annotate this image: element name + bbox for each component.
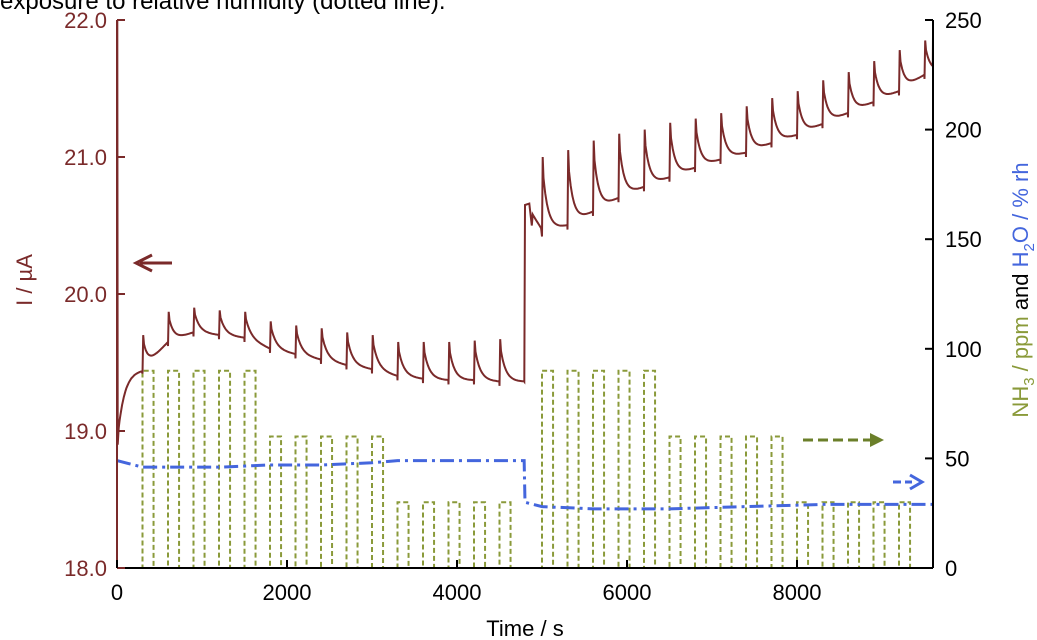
y-right-tick-label: 150 <box>945 227 982 252</box>
x-axis-label: Time / s <box>486 616 563 640</box>
arrow-right-nh3-head <box>870 433 884 447</box>
y-left-tick-label: 18.0 <box>64 556 107 581</box>
y-axis-right-label: NH3 / ppm and H2O / % rh <box>1008 162 1037 417</box>
series-h2o-line <box>116 459 933 511</box>
figure-caption: exposure to relative humidity (dotted li… <box>0 0 446 15</box>
x-tick-label: 6000 <box>603 580 652 605</box>
y-left-tick-label: 20.0 <box>64 282 107 307</box>
arrow-left-current-head <box>132 253 153 273</box>
x-tick-label: 2000 <box>263 580 312 605</box>
y-left-tick-label: 22.0 <box>64 8 107 33</box>
y-axis-left-label: I / µA <box>12 254 37 306</box>
x-tick-label: 4000 <box>433 580 482 605</box>
y-right-tick-label: 200 <box>945 118 982 143</box>
arrow-right-h2o-head <box>909 473 925 491</box>
y-left-tick-label: 19.0 <box>64 419 107 444</box>
y-right-tick-label: 50 <box>945 446 969 471</box>
y-right-tick-label: 0 <box>945 556 957 581</box>
x-tick-label: 0 <box>111 580 123 605</box>
y-right-tick-label: 100 <box>945 337 982 362</box>
y-left-tick-label: 21.0 <box>64 145 107 170</box>
y-right-tick-label: 250 <box>945 8 982 33</box>
series-current-line <box>116 19 934 486</box>
x-tick-label: 8000 <box>773 580 822 605</box>
